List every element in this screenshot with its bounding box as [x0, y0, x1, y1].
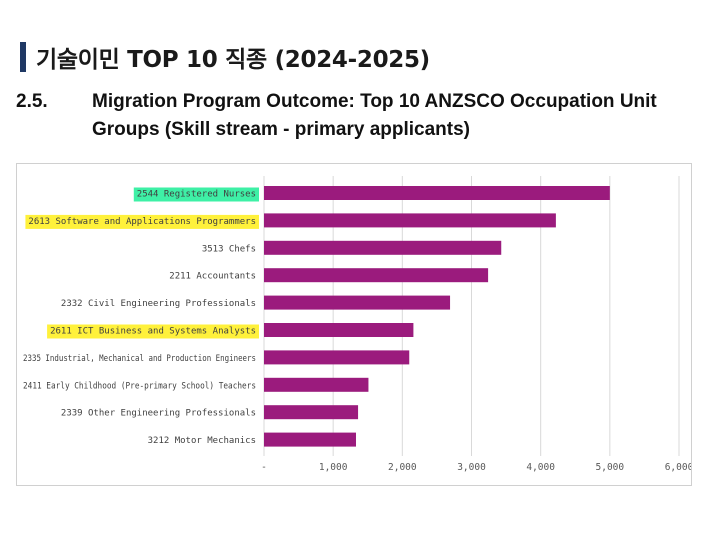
bar [264, 240, 502, 255]
title-accent-bar [20, 42, 26, 72]
x-tick-label: 3,000 [457, 462, 486, 473]
category-label: 2411 Early Childhood (Pre-primary School… [23, 381, 256, 391]
category-label: 2332 Civil Engineering Professionals [61, 299, 256, 309]
chart-frame: - 1,000 2,000 3,000 4,000 5,000 6,000 2544 Regi… [16, 163, 692, 486]
bar [264, 186, 610, 200]
slide-title: 기술이민 TOP 10 직종 (2024-2025) [20, 40, 430, 74]
x-tick-label: 2,000 [388, 462, 417, 473]
slide-title-text: 기술이민 TOP 10 직종 (2024-2025) [36, 47, 430, 73]
x-tick-label: 6,000 [665, 462, 691, 473]
x-tick-label: 5,000 [596, 462, 625, 473]
category-label: 2544 Registered Nurses [137, 190, 256, 200]
x-tick-label: 4,000 [526, 462, 555, 473]
label-highlight [47, 324, 259, 339]
category-label: 2211 Accountants [169, 272, 256, 282]
bar [264, 213, 556, 228]
bar [264, 432, 356, 447]
bar [264, 323, 414, 337]
category-label: 3212 Motor Mechanics [148, 436, 256, 446]
label-highlight [25, 214, 259, 229]
section-heading-line2: Groups (Skill stream - primary applicant… [92, 119, 470, 140]
section-number: 2.5. [16, 91, 48, 112]
bar [264, 405, 359, 420]
category-label: 2613 Software and Applications Programme… [28, 217, 256, 227]
x-tick-label: - [261, 462, 267, 473]
label-highlight [133, 187, 259, 202]
section-heading-line1: Migration Program Outcome: Top 10 ANZSCO… [92, 91, 657, 112]
bar [264, 268, 489, 283]
category-label: 2339 Other Engineering Professionals [61, 409, 256, 419]
bar-chart: - 1,000 2,000 3,000 4,000 5,000 6,000 2544 Regi… [23, 176, 691, 473]
bar [264, 350, 410, 365]
category-label: 2611 ICT Business and Systems Analysts [50, 327, 256, 337]
bar [264, 295, 451, 310]
x-tick-label: 1,000 [319, 462, 348, 473]
section-heading: Migration Program Outcome: Top 10 ANZSCO… [92, 88, 692, 144]
bar [264, 377, 369, 392]
category-label: 3513 Chefs [202, 244, 256, 254]
category-label: 2335 Industrial, Mechanical and Producti… [23, 354, 256, 364]
